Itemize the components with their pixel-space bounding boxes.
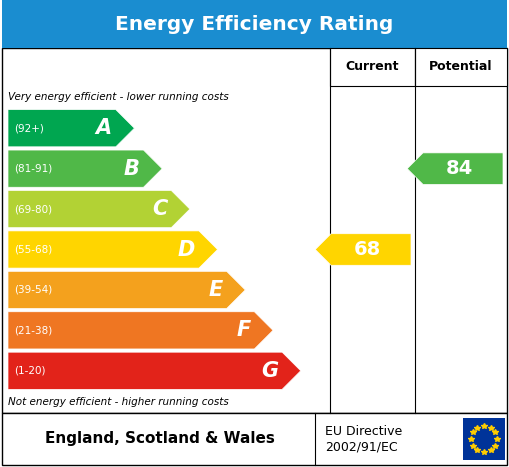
- Bar: [2, 413, 507, 465]
- Text: D: D: [178, 240, 195, 260]
- Bar: [2, 48, 507, 413]
- Text: (21-38): (21-38): [14, 325, 52, 335]
- Text: F: F: [236, 320, 250, 340]
- Text: (1-20): (1-20): [14, 366, 45, 376]
- Bar: [463, 418, 505, 460]
- Text: C: C: [152, 199, 167, 219]
- Polygon shape: [407, 153, 503, 184]
- Text: Not energy efficient - higher running costs: Not energy efficient - higher running co…: [8, 397, 229, 407]
- Text: Very energy efficient - lower running costs: Very energy efficient - lower running co…: [8, 92, 229, 102]
- Text: England, Scotland & Wales: England, Scotland & Wales: [45, 432, 274, 446]
- Polygon shape: [8, 312, 273, 349]
- Text: 68: 68: [354, 240, 381, 259]
- Text: G: G: [261, 361, 278, 381]
- Text: A: A: [96, 118, 112, 138]
- Text: EU Directive
2002/91/EC: EU Directive 2002/91/EC: [325, 425, 402, 453]
- Text: (39-54): (39-54): [14, 285, 52, 295]
- Bar: [415, 48, 507, 86]
- Text: Current: Current: [346, 61, 399, 73]
- Polygon shape: [8, 110, 134, 147]
- Polygon shape: [8, 271, 245, 309]
- Polygon shape: [8, 231, 217, 268]
- Bar: [330, 48, 415, 86]
- Polygon shape: [8, 150, 162, 187]
- Text: B: B: [124, 159, 139, 179]
- Text: (81-91): (81-91): [14, 163, 52, 174]
- Bar: [2, 0, 507, 48]
- Polygon shape: [8, 191, 190, 228]
- Text: (69-80): (69-80): [14, 204, 52, 214]
- Text: E: E: [208, 280, 222, 300]
- Polygon shape: [315, 234, 411, 265]
- Text: (55-68): (55-68): [14, 245, 52, 255]
- Text: Potential: Potential: [429, 61, 493, 73]
- Text: Energy Efficiency Rating: Energy Efficiency Rating: [116, 14, 393, 34]
- Polygon shape: [8, 352, 301, 389]
- Text: 84: 84: [446, 159, 473, 178]
- Text: (92+): (92+): [14, 123, 44, 133]
